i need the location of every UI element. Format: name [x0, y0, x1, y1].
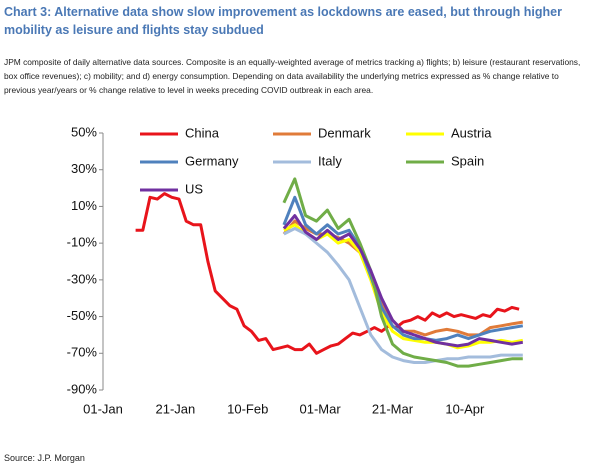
series-line [282, 214, 524, 348]
chart-subtitle: JPM composite of daily alternative data … [4, 57, 581, 95]
x-tick-label: 01-Jan [83, 401, 123, 416]
series-line [135, 192, 520, 355]
legend-label: China [185, 125, 220, 140]
y-tick-label: -30% [67, 271, 98, 286]
series-line [283, 227, 523, 364]
y-tick-label: -50% [67, 308, 98, 323]
y-tick-label: -90% [67, 381, 98, 396]
source: Source: J.P. Morgan [4, 453, 85, 463]
legend-label: Austria [451, 125, 492, 140]
x-tick-label: 10-Apr [445, 401, 485, 416]
x-tick-label: 01-Mar [300, 401, 342, 416]
legend-label: Spain [451, 153, 484, 168]
y-tick-label: -10% [67, 235, 98, 250]
legend-label: US [185, 181, 203, 196]
legend-label: Denmark [318, 125, 371, 140]
x-tick-label: 21-Jan [155, 401, 195, 416]
legend-label: Italy [318, 153, 342, 168]
y-tick-label: -70% [67, 345, 98, 360]
x-tick-label: 10-Feb [227, 401, 268, 416]
legend-label: Germany [185, 153, 239, 168]
y-tick-label: 10% [71, 198, 97, 213]
series-line [283, 223, 524, 350]
chart-title: Chart 3: Alternative data show slow impr… [4, 5, 562, 37]
series-line [282, 195, 524, 342]
y-tick-label: 50% [71, 124, 97, 139]
series-line [282, 177, 523, 368]
y-tick-label: 30% [71, 161, 97, 176]
x-tick-label: 21-Mar [372, 401, 414, 416]
